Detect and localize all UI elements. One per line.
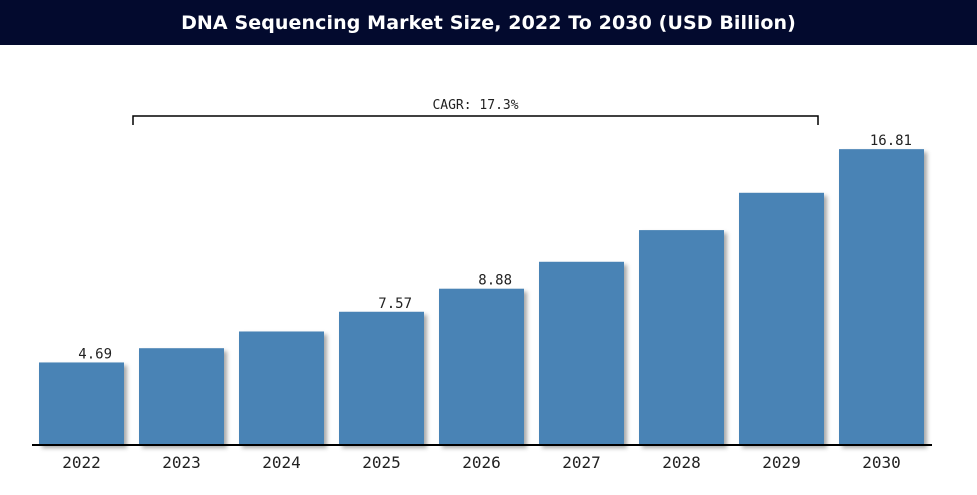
x-tick-label-2030: 2030	[862, 453, 901, 472]
bar-2024	[239, 331, 324, 445]
data-label-2030: 16.81	[870, 133, 912, 149]
x-tick-label-2028: 2028	[662, 453, 701, 472]
cagr-label: CAGR: 17.3%	[432, 98, 518, 113]
cagr-annotation: CAGR: 17.3%	[132, 98, 819, 125]
chart-title: DNA Sequencing Market Size, 2022 To 2030…	[181, 11, 796, 34]
data-label-2026: 8.88	[478, 273, 512, 289]
bar-2027	[539, 261, 624, 445]
bar-2030	[839, 149, 924, 446]
bar-2026	[439, 288, 524, 445]
cagr-bracket	[132, 115, 819, 125]
bar-2029	[739, 192, 824, 445]
x-tick-label-2026: 2026	[462, 453, 501, 472]
x-tick-label-2025: 2025	[362, 453, 401, 472]
bar-2022	[39, 362, 124, 445]
data-labels: 4.69 7.57 8.88 16.81	[78, 133, 912, 362]
data-label-2025: 7.57	[378, 296, 412, 312]
data-label-2022: 4.69	[78, 346, 112, 362]
x-tick-label-2027: 2027	[562, 453, 601, 472]
x-tick-labels: 2022 2023 2024 2025 2026 2027 2028 2029 2030	[62, 453, 901, 472]
bars-layer	[39, 149, 924, 446]
x-tick-label-2024: 2024	[262, 453, 301, 472]
bar-2028	[639, 230, 724, 445]
chart-title-bar: DNA Sequencing Market Size, 2022 To 2030…	[0, 0, 977, 45]
bar-2025	[339, 311, 424, 445]
x-tick-label-2022: 2022	[62, 453, 101, 472]
x-tick-label-2023: 2023	[162, 453, 201, 472]
x-tick-label-2029: 2029	[762, 453, 801, 472]
bar-2023	[139, 348, 224, 445]
